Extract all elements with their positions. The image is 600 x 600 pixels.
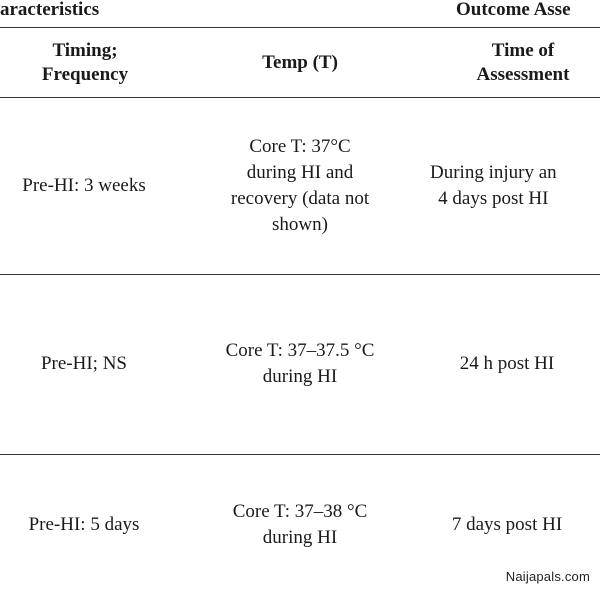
table-row-3-timing: Pre-HI: 5 days: [28, 514, 140, 535]
table-row-2-timing: Pre-HI; NS: [40, 353, 128, 374]
table-row-2-assessment: 24 h post HI: [459, 353, 555, 374]
table-row-1-timing: Pre-HI: 3 weeks: [22, 175, 146, 196]
rule-header-bottom: [0, 97, 600, 98]
column-header-time-of-assessment: Time of Assessment: [476, 40, 570, 85]
rule-row-1: [0, 274, 600, 275]
table-row-1-assessment: During injury an 4 days post HI: [430, 162, 557, 209]
table-row-1-temp: Core T: 37°C during HI and recovery (dat…: [230, 136, 370, 235]
column-header-timing: Timing; Frequency: [41, 40, 129, 85]
rule-top: [0, 27, 600, 28]
column-header-temp: Temp (T): [262, 52, 338, 73]
rule-row-2: [0, 454, 600, 455]
watermark-text: Naijapals.com: [505, 569, 590, 584]
table-row-3-temp: Core T: 37–38 °C during HI: [232, 501, 368, 548]
table-row-3-assessment: 7 days post HI: [451, 514, 563, 535]
table-row-2-temp: Core T: 37–37.5 °C during HI: [225, 340, 375, 387]
group-header-characteristics: aracteristics: [0, 0, 100, 20]
group-header-outcome-assessment: Outcome Asse: [456, 0, 571, 20]
